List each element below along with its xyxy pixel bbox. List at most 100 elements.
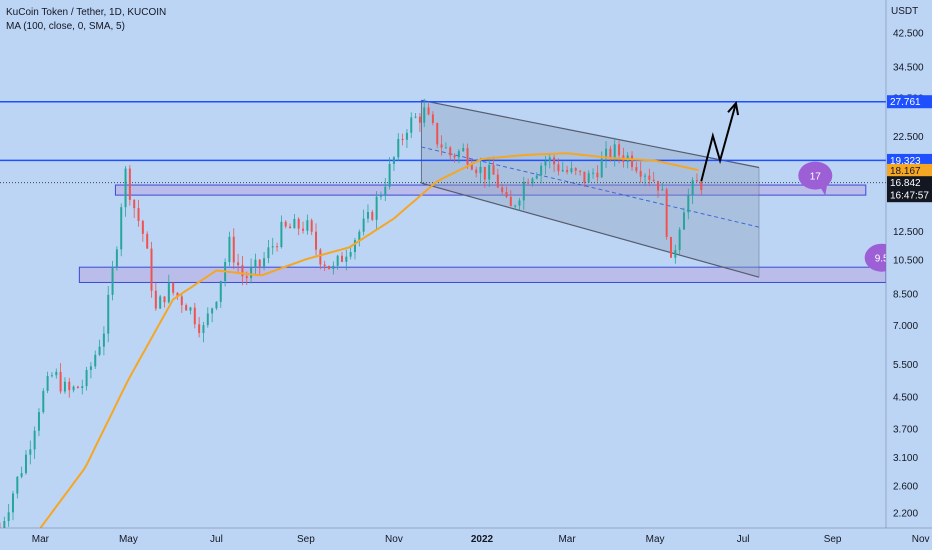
candle-body: [388, 163, 391, 187]
candle-body: [24, 454, 27, 474]
candle-body: [644, 175, 647, 177]
candle-body: [379, 194, 382, 197]
symbol-title[interactable]: KuCoin Token / Tether, 1D, KUCOIN: [6, 7, 167, 18]
price-axis[interactable]: USDT42.50034.50028.50022.50015.50012.500…: [885, 0, 932, 550]
candle-body: [427, 107, 430, 115]
candle-body: [289, 226, 292, 229]
candle-body: [150, 248, 153, 291]
time-tick-label: Jul: [210, 534, 223, 545]
time-tick-label: Mar: [32, 534, 50, 545]
candle-body: [310, 220, 313, 232]
callout-label-1: 9.5: [875, 254, 889, 265]
candle-body: [518, 200, 521, 206]
indicator-title[interactable]: MA (100, close, 0, SMA, 5): [6, 21, 125, 32]
hline-tag-0-text: 27.761: [890, 97, 921, 108]
price-tick-label: 7.000: [893, 321, 918, 332]
candle-body: [453, 155, 456, 158]
candle-body: [55, 371, 58, 376]
candle-body: [237, 262, 240, 266]
candle-body: [250, 267, 253, 279]
candle-body: [211, 308, 214, 314]
candle-body: [695, 180, 698, 182]
candle-body: [7, 512, 10, 522]
candle-body: [540, 165, 543, 176]
candle-body: [42, 390, 45, 413]
candle-body: [332, 265, 335, 270]
candle-body: [631, 155, 634, 168]
candle-body: [267, 247, 270, 259]
descending-channel[interactable]: [420, 99, 760, 278]
candle-body: [561, 169, 564, 172]
hline-tag-1-text: 19.323: [890, 156, 921, 167]
candle-body: [228, 236, 231, 263]
candle-body: [358, 231, 361, 241]
candle-body: [263, 258, 266, 267]
candle-body: [102, 333, 105, 347]
time-tick-label: Nov: [385, 534, 403, 545]
horizontal-lines[interactable]: [0, 100, 886, 184]
candle-body: [522, 181, 525, 201]
candle-body: [137, 208, 140, 221]
chart-legend: KuCoin Token / Tether, 1D, KUCOIN MA (10…: [6, 6, 166, 34]
candle-body: [46, 376, 49, 391]
candle-body: [271, 246, 274, 248]
candle-body: [661, 189, 664, 191]
callout-bubbles[interactable]: 179.5: [798, 161, 899, 278]
candle-body: [241, 265, 244, 277]
candle-body: [258, 259, 261, 267]
candlesticks: [0, 98, 703, 534]
last-price-tag-text: 16.842: [890, 178, 921, 189]
candle-body: [167, 282, 170, 303]
candle-body: [496, 174, 499, 188]
candle-body: [544, 160, 547, 166]
candle-body: [501, 187, 504, 193]
candle-body: [648, 175, 651, 180]
candle-body: [128, 168, 131, 200]
candle-body: [375, 196, 378, 220]
candle-body: [85, 370, 88, 387]
candle-body: [674, 250, 677, 258]
candle-body: [172, 282, 175, 293]
candle-body: [488, 165, 491, 180]
candle-body: [306, 220, 309, 231]
ma-value-tag-bg: [887, 163, 932, 177]
time-axis[interactable]: Mar May Jul Sep Nov 2022 Mar May Jul Sep Nov: [0, 527, 932, 550]
candle-body: [206, 313, 209, 326]
candle-body: [63, 381, 66, 392]
price-tick-label: 5.500: [893, 360, 918, 371]
candle-body: [124, 168, 127, 208]
hline-tag-1-bg: [887, 153, 932, 167]
candle-body: [3, 521, 6, 529]
candle-body: [245, 276, 248, 279]
candle-body: [180, 296, 183, 306]
time-tick-label: Mar: [558, 534, 576, 545]
candle-body: [297, 218, 300, 229]
candle-body: [340, 255, 343, 262]
candle-body: [414, 116, 417, 118]
countdown-tag-text: 16:47:57: [890, 191, 929, 202]
time-tick-label: Nov: [912, 534, 930, 545]
price-tick-label: 3.100: [893, 453, 918, 464]
candle-body: [315, 231, 318, 250]
candle-body: [115, 249, 118, 268]
candle-body: [574, 168, 577, 171]
projection-arrow[interactable]: [700, 101, 740, 182]
ma-polyline: [39, 152, 699, 529]
candle-body: [323, 264, 326, 266]
candle-body: [349, 252, 352, 257]
candle-body: [336, 255, 339, 266]
candle-body: [371, 211, 374, 220]
support-zones[interactable]: [78, 184, 887, 283]
candle-body: [202, 325, 205, 333]
candle-body: [449, 147, 452, 156]
candle-body: [479, 166, 482, 174]
candle-body: [59, 371, 62, 392]
candle-body: [682, 212, 685, 230]
candle-body: [176, 292, 179, 297]
arrow-path: [700, 102, 737, 182]
candle-body: [37, 412, 40, 431]
candle-body: [89, 366, 92, 371]
candle-body: [133, 199, 136, 209]
